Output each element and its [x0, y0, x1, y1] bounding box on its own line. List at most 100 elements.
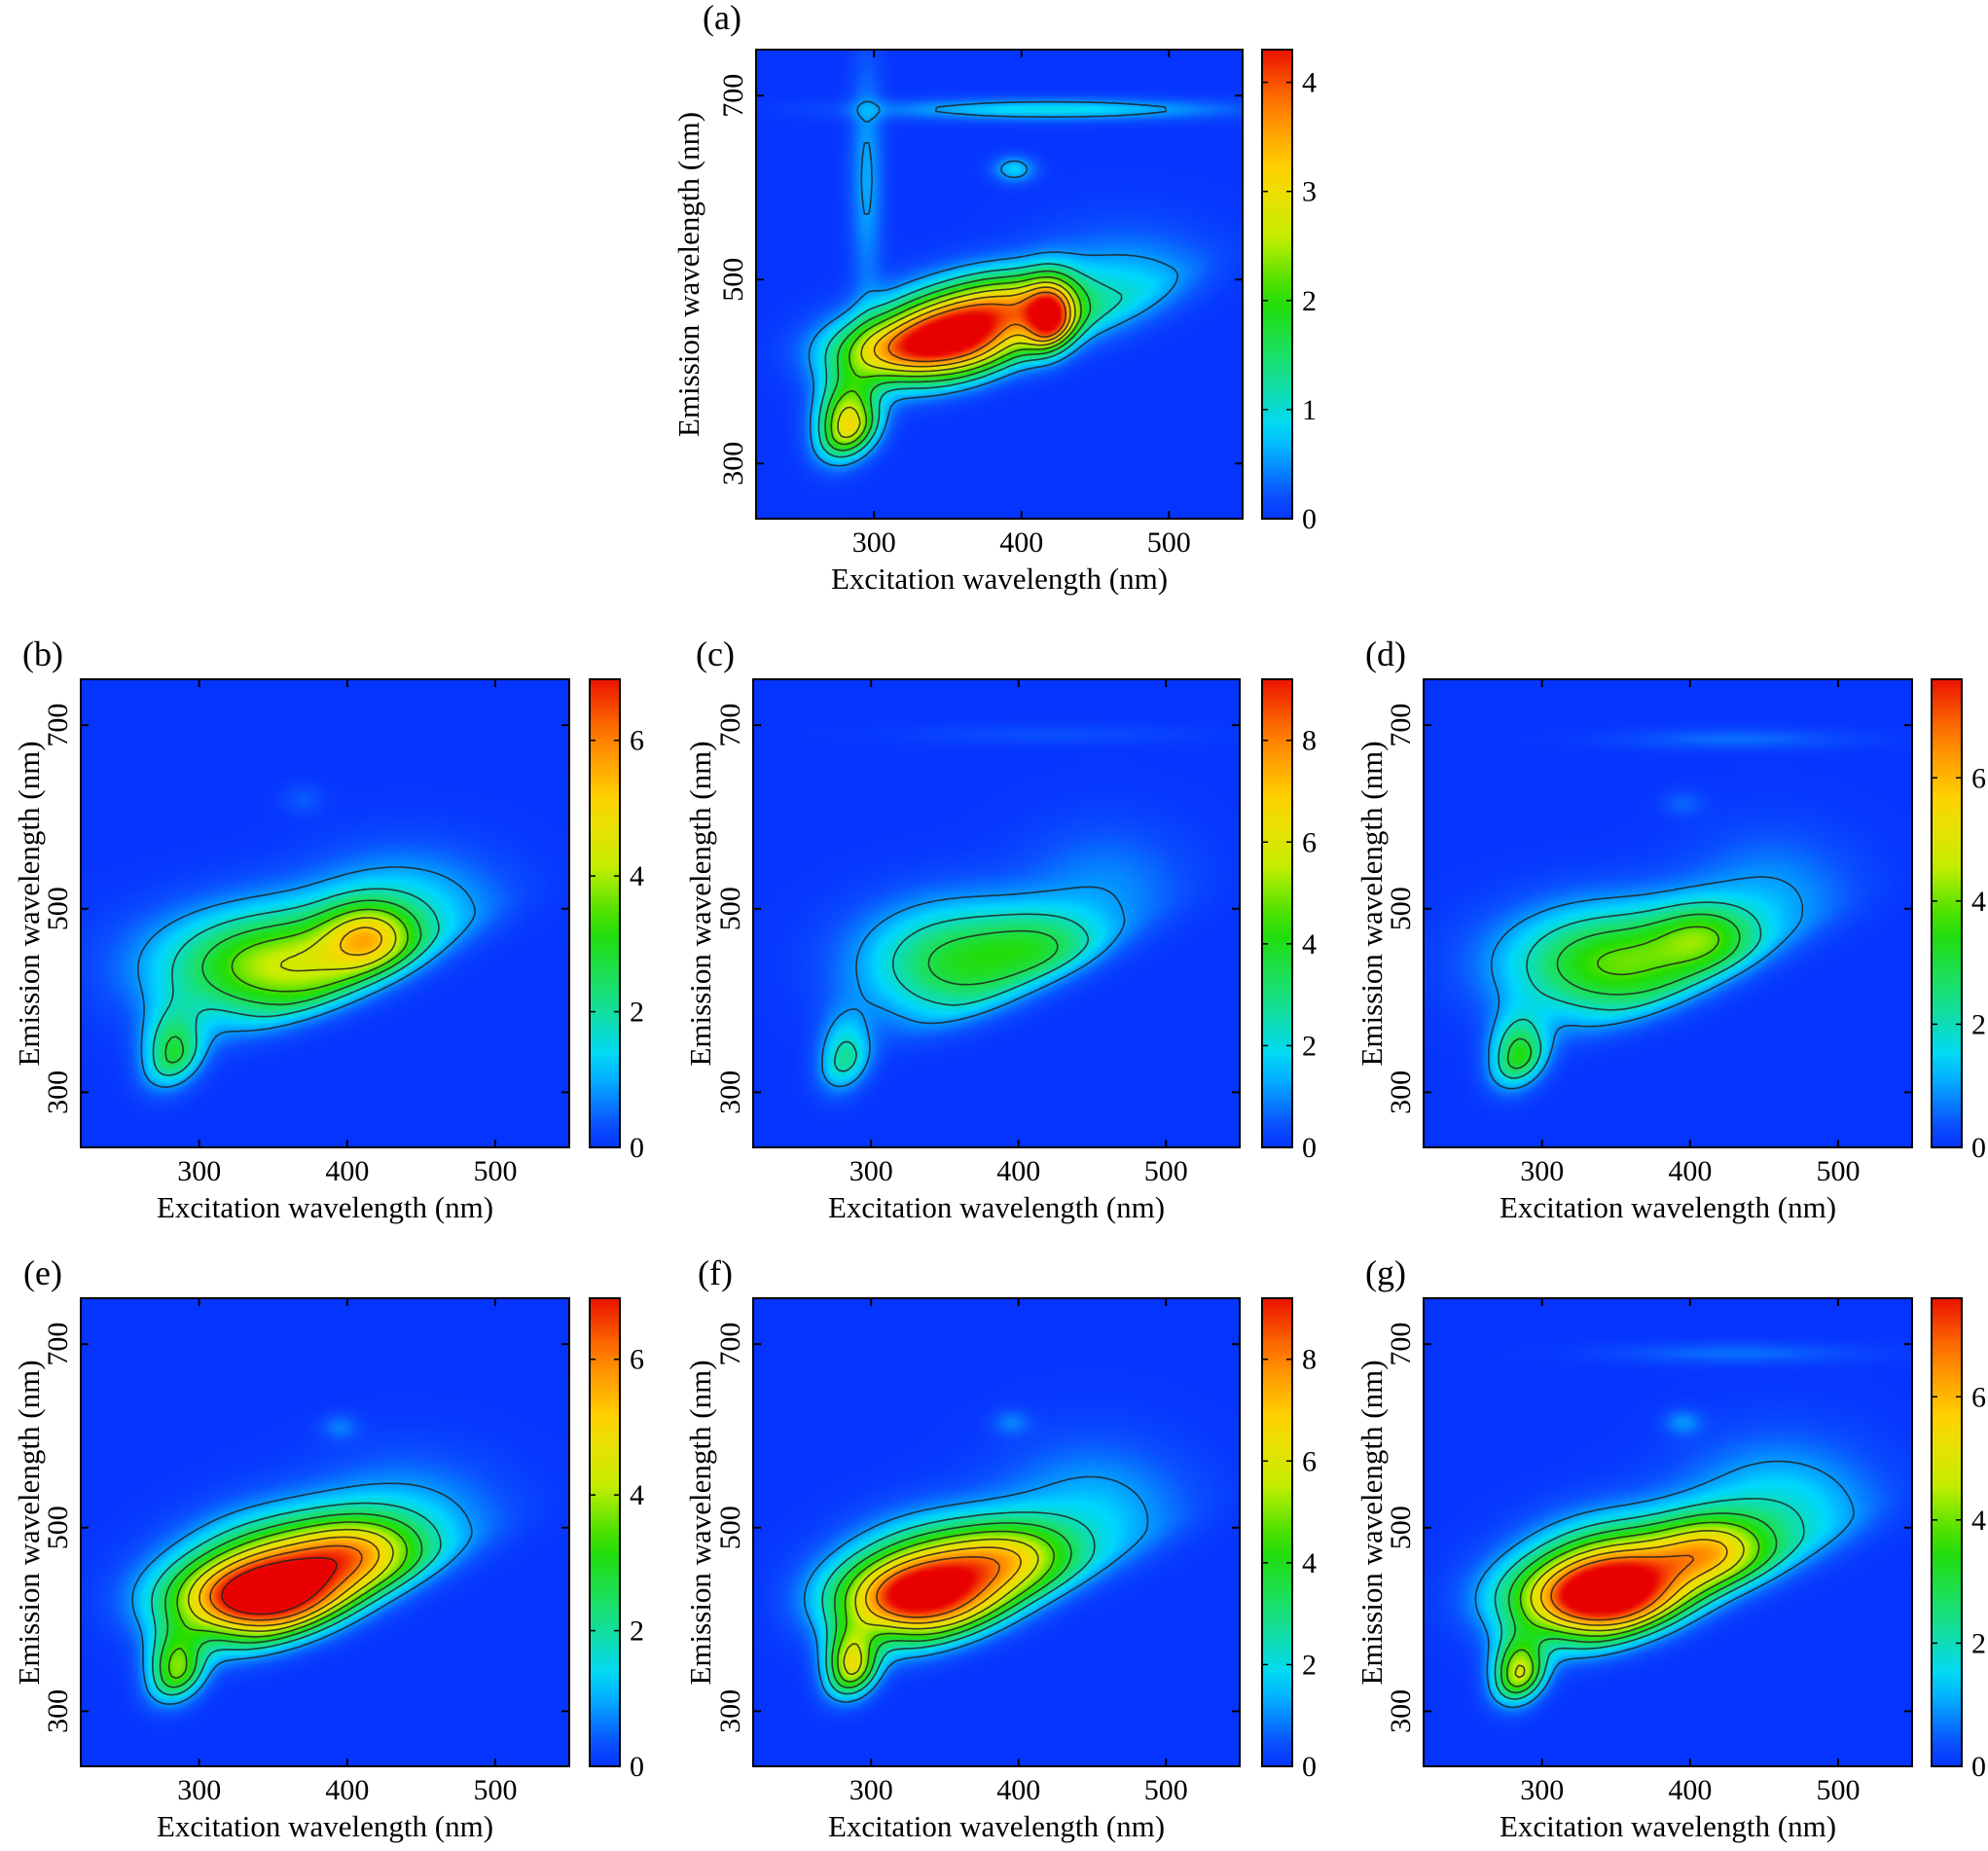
- colorbar-tick-label: 3: [1302, 176, 1317, 208]
- y-tick-label: 300: [714, 1071, 746, 1114]
- contour-line: [830, 275, 1082, 446]
- plot-frame: [1423, 1297, 1913, 1767]
- colorbar-tick-label: 6: [630, 725, 644, 757]
- y-axis-title: Emission wavelength (nm): [683, 1360, 717, 1685]
- panel-label: (c): [696, 635, 735, 673]
- contour-line: [231, 908, 409, 993]
- panel-label: (a): [703, 0, 741, 37]
- colorbar-tick-label: 0: [1971, 1132, 1986, 1164]
- contour-line: [1596, 926, 1720, 976]
- x-tick-label: 300: [1520, 1774, 1564, 1806]
- contour-line: [873, 286, 1071, 368]
- y-tick-label: 300: [1385, 1689, 1417, 1733]
- colorbar-tick-label: 4: [1302, 1547, 1317, 1579]
- x-tick-label: 300: [177, 1774, 221, 1806]
- contour-line: [821, 1511, 1096, 1695]
- colorbar-frame: [1261, 49, 1293, 520]
- y-axis-title: Emission wavelength (nm): [1355, 1360, 1389, 1685]
- colorbar: [1262, 1298, 1292, 1766]
- colorbar-tick-label: 6: [1971, 1381, 1986, 1413]
- colorbar-tick-label: 2: [1302, 1649, 1317, 1681]
- heatmap-surface: [1424, 679, 1912, 1147]
- x-axis-title: Excitation wavelength (nm): [157, 1190, 493, 1224]
- y-axis-title: Emission wavelength (nm): [671, 112, 705, 437]
- heatmap-surface: [753, 1298, 1240, 1766]
- y-tick-label: 500: [1385, 1506, 1417, 1549]
- colorbar-tick-label: 4: [1971, 1505, 1986, 1537]
- contour-line: [834, 913, 1089, 1072]
- contour-line: [1474, 1460, 1855, 1709]
- x-tick-label: 500: [473, 1774, 517, 1806]
- colorbar-tick-label: 2: [630, 997, 644, 1029]
- x-tick-label: 400: [1668, 1774, 1712, 1806]
- colorbar-frame: [589, 1297, 621, 1767]
- colorbar-tick-label: 4: [1302, 67, 1317, 99]
- panel-label: (g): [1365, 1253, 1406, 1292]
- contour-line: [864, 1546, 1022, 1624]
- plot-frame: [1423, 678, 1913, 1148]
- y-axis-title: Emission wavelength (nm): [12, 741, 46, 1066]
- plot-frame: [80, 1297, 570, 1767]
- colorbar-frame: [1261, 1297, 1293, 1767]
- contour-line: [803, 1475, 1149, 1703]
- x-axis-title: Excitation wavelength (nm): [828, 1809, 1165, 1843]
- colorbar-tick-label: 4: [1302, 928, 1317, 961]
- colorbar-frame: [1931, 1297, 1963, 1767]
- contour-line: [339, 926, 382, 957]
- plot-frame: [755, 49, 1244, 520]
- colorbar-tick-label: 6: [1971, 762, 1986, 794]
- contour-line: [1494, 1498, 1805, 1700]
- colorbar-tick-label: 2: [1971, 1008, 1986, 1040]
- colorbar: [1262, 679, 1292, 1147]
- y-tick-label: 700: [714, 704, 746, 747]
- x-axis-title: Excitation wavelength (nm): [828, 1190, 1165, 1224]
- colorbar-tick-label: 1: [1302, 394, 1317, 426]
- x-tick-label: 300: [849, 1774, 893, 1806]
- x-tick-label: 400: [996, 1774, 1040, 1806]
- contour-line: [887, 291, 1066, 363]
- colorbar-tick-label: 0: [1302, 1751, 1317, 1783]
- colorbar: [590, 679, 620, 1147]
- colorbar-tick-label: 6: [1302, 1445, 1317, 1477]
- heatmap-surface: [81, 679, 569, 1147]
- contour-line: [927, 929, 1059, 986]
- contour-line: [167, 1521, 408, 1680]
- x-tick-label: 400: [325, 1155, 369, 1187]
- contour-line: [209, 1544, 363, 1621]
- x-tick-label: 500: [473, 1155, 517, 1187]
- contour-line: [221, 1556, 338, 1615]
- heatmap-surface: [753, 679, 1240, 1147]
- contour-line: [164, 899, 422, 1064]
- contour-line: [1514, 1530, 1745, 1679]
- x-axis-title: Excitation wavelength (nm): [157, 1809, 493, 1843]
- colorbar-tick-label: 2: [1302, 285, 1317, 317]
- x-tick-label: 500: [1144, 1774, 1188, 1806]
- y-tick-label: 700: [714, 1323, 746, 1366]
- colorbar-tick-label: 4: [1971, 886, 1986, 918]
- contour-line: [280, 917, 397, 972]
- x-axis-title: Excitation wavelength (nm): [1500, 1809, 1836, 1843]
- contour-line: [187, 1528, 394, 1632]
- contour-line: [843, 1538, 1039, 1676]
- x-axis-title: Excitation wavelength (nm): [1500, 1190, 1836, 1224]
- contour-line: [159, 1512, 423, 1688]
- x-tick-label: 500: [1816, 1774, 1860, 1806]
- colorbar: [1262, 50, 1292, 519]
- heatmap-surface: [81, 1298, 569, 1766]
- colorbar-tick-label: 4: [630, 860, 644, 892]
- colorbar-tick-label: 0: [1971, 1751, 1986, 1783]
- contour-line: [137, 866, 477, 1088]
- contour-line: [1550, 1554, 1695, 1621]
- y-tick-label: 500: [714, 887, 746, 930]
- y-axis-title: Emission wavelength (nm): [1355, 741, 1389, 1066]
- y-axis-title: Emission wavelength (nm): [12, 1360, 46, 1685]
- contour-line: [837, 281, 1076, 439]
- contour-line: [1506, 913, 1741, 1070]
- y-axis-title: Emission wavelength (nm): [683, 741, 717, 1066]
- colorbar-tick-label: 0: [630, 1751, 644, 1783]
- contour-line: [152, 888, 440, 1076]
